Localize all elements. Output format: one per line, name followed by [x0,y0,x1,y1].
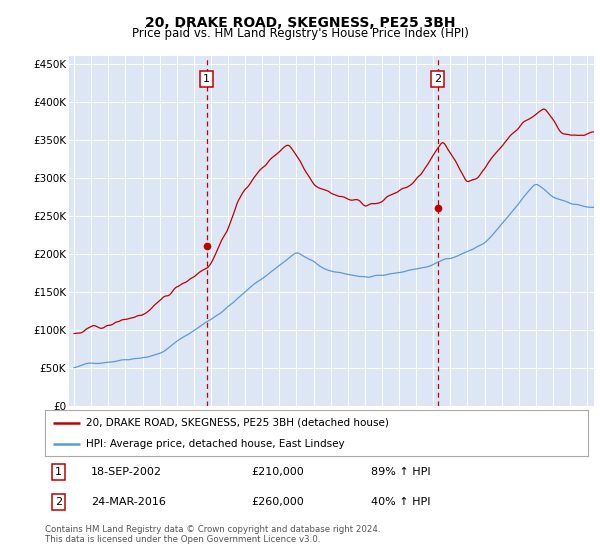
Text: 18-SEP-2002: 18-SEP-2002 [91,467,162,477]
Text: HPI: Average price, detached house, East Lindsey: HPI: Average price, detached house, East… [86,439,344,449]
Text: £210,000: £210,000 [251,467,304,477]
Text: Contains HM Land Registry data © Crown copyright and database right 2024.: Contains HM Land Registry data © Crown c… [45,525,380,534]
Text: 1: 1 [55,467,62,477]
Text: 20, DRAKE ROAD, SKEGNESS, PE25 3BH: 20, DRAKE ROAD, SKEGNESS, PE25 3BH [145,16,455,30]
Text: 2: 2 [434,74,441,84]
Text: 2: 2 [55,497,62,507]
Text: 40% ↑ HPI: 40% ↑ HPI [371,497,430,507]
Text: £260,000: £260,000 [251,497,304,507]
Text: 20, DRAKE ROAD, SKEGNESS, PE25 3BH (detached house): 20, DRAKE ROAD, SKEGNESS, PE25 3BH (deta… [86,418,389,428]
Text: This data is licensed under the Open Government Licence v3.0.: This data is licensed under the Open Gov… [45,535,320,544]
Text: 24-MAR-2016: 24-MAR-2016 [91,497,166,507]
Text: Price paid vs. HM Land Registry's House Price Index (HPI): Price paid vs. HM Land Registry's House … [131,27,469,40]
Text: 89% ↑ HPI: 89% ↑ HPI [371,467,430,477]
Text: 1: 1 [203,74,210,84]
